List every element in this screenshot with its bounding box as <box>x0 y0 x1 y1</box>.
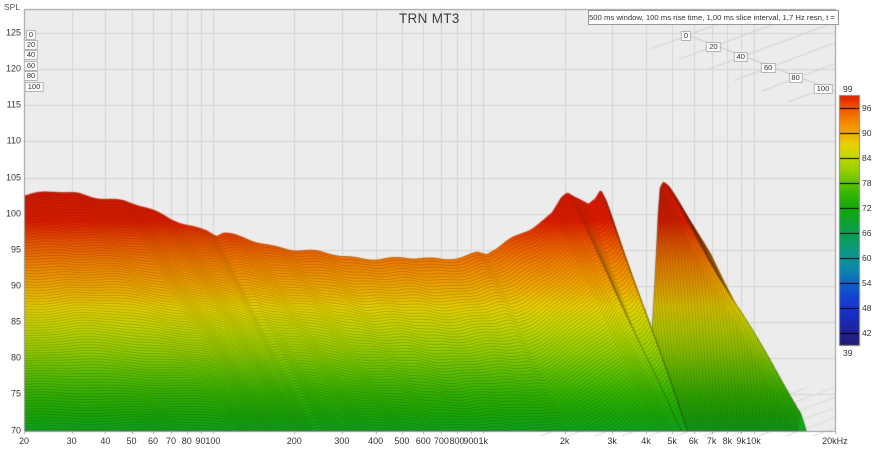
x-tick-label: 200 <box>286 436 302 446</box>
y-tick-label: 80 <box>10 352 21 363</box>
y-tick-label: 120 <box>5 63 21 74</box>
legend-tick-label: 42 <box>862 327 872 338</box>
x-tick-label: 90 <box>195 436 206 446</box>
x-tick-label: 70 <box>166 436 177 446</box>
x-tick-label: 20 <box>18 436 30 446</box>
y-tick-label: 75 <box>10 388 21 399</box>
x-tick-label: 3k <box>607 436 617 446</box>
page-title: TRN MT3 <box>399 11 460 26</box>
time-tick-label-right: 0 <box>680 31 692 41</box>
time-tick-label-left: 20 <box>23 39 39 50</box>
x-tick-label: 800 <box>449 436 465 446</box>
y-tick-label: 100 <box>5 208 21 219</box>
x-tick-label: 500 <box>394 436 410 446</box>
legend-tick-label: 60 <box>862 252 872 263</box>
x-tick-label: 400 <box>368 436 384 446</box>
time-tick-label-left: 40 <box>23 50 39 61</box>
x-tick-label: 40 <box>100 436 111 446</box>
x-tick-label: 4k <box>641 436 651 446</box>
legend-tick-label: 66 <box>862 227 872 238</box>
x-tick-label: 50 <box>126 436 137 446</box>
time-tick-label-right: 100 <box>813 84 833 94</box>
x-tick-label: 20kHz <box>822 436 848 446</box>
x-tick-label: 600 <box>415 436 431 446</box>
x-tick-label: 7k <box>706 436 717 446</box>
x-tick-label: 8k <box>722 436 733 446</box>
x-tick-label: 2k <box>559 436 570 446</box>
x-tick-label: 900 <box>463 436 479 446</box>
legend-tick-label: 84 <box>862 152 872 163</box>
legend-tick-label: 48 <box>862 302 872 313</box>
y-tick-label: 85 <box>10 316 21 327</box>
time-tick-label-right: 20 <box>706 41 721 52</box>
time-tick-label-right: 40 <box>733 52 748 63</box>
measurement-info-box: 500 ms window, 100 ms rise time, 1,00 ms… <box>588 10 839 25</box>
x-tick-label: 300 <box>334 436 350 446</box>
y-tick-label: 90 <box>10 280 21 291</box>
time-tick-label-left: 60 <box>23 60 39 71</box>
y-axis-title: SPL <box>4 2 21 12</box>
y-tick-label: 105 <box>5 172 21 183</box>
time-tick-label-left: 80 <box>23 71 39 82</box>
legend-min-label: 39 <box>843 348 853 358</box>
legend-tick-label: 72 <box>862 202 872 213</box>
y-tick-label: 70 <box>10 425 21 435</box>
time-tick-label-left: 0 <box>25 29 37 40</box>
x-tick-label: 30 <box>66 436 77 446</box>
legend-tick-label: 90 <box>862 127 872 138</box>
y-tick-label: 115 <box>6 99 21 110</box>
y-tick-label: 95 <box>10 244 21 255</box>
time-tick-label-left: 100 <box>24 81 44 92</box>
x-tick-label: 80 <box>181 436 192 446</box>
y-tick-label: 110 <box>6 135 21 146</box>
legend-tick-label: 78 <box>862 177 872 188</box>
x-tick-label: 5k <box>667 436 677 446</box>
x-tick-label: 100 <box>205 436 221 446</box>
x-tick-label: 60 <box>147 436 158 446</box>
x-tick-label: 9k <box>736 436 746 446</box>
time-tick-label-right: 80 <box>788 73 803 84</box>
x-tick-label: 700 <box>433 436 449 446</box>
x-tick-label: 10k <box>746 436 761 446</box>
legend-tick-label: 96 <box>862 102 872 113</box>
x-tick-label: 6k <box>688 436 699 446</box>
y-tick-label: 125 <box>5 27 21 38</box>
x-tick-label: 1k <box>478 436 488 446</box>
legend-max-label: 99 <box>843 84 853 94</box>
legend-tick-label: 54 <box>862 277 872 288</box>
time-tick-label-right: 60 <box>761 62 776 73</box>
